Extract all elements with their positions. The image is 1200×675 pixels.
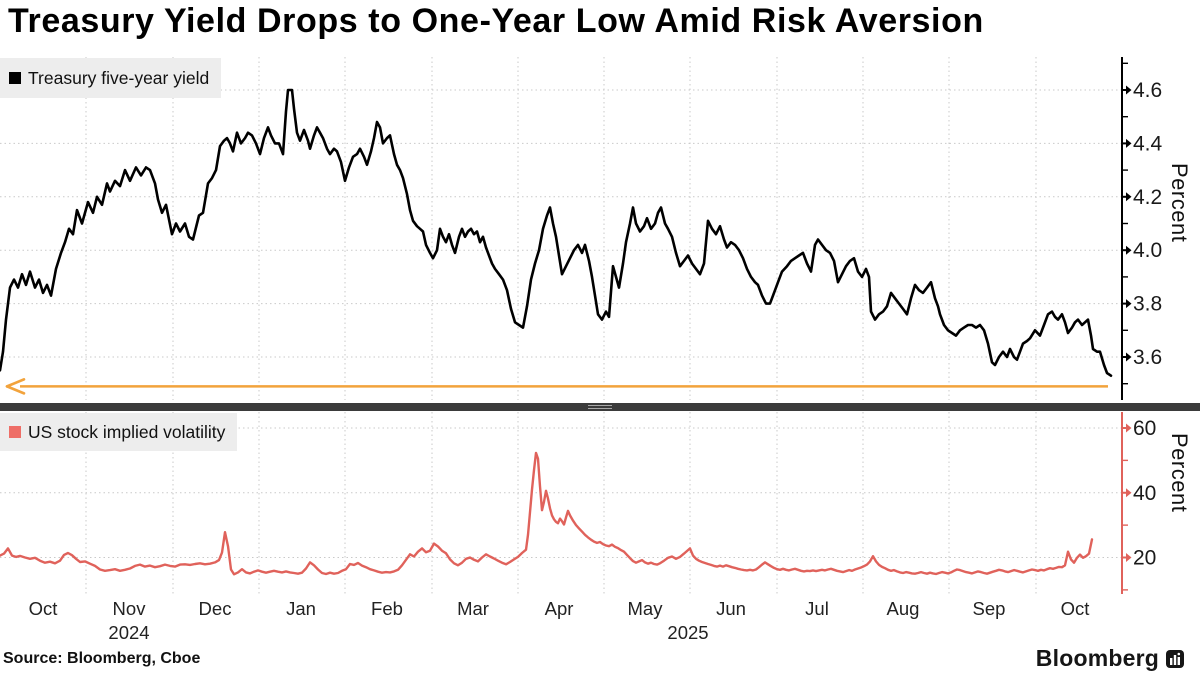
month-label: Mar — [457, 598, 489, 619]
panel-separator — [0, 403, 1200, 411]
y-tick-label: 4.2 — [1133, 186, 1162, 209]
gridlines — [0, 57, 1122, 400]
y-axis: 4.6 4.4 4.2 4.0 3.8 3.6 — [1121, 57, 1163, 400]
year-label: 2024 — [108, 622, 150, 643]
implied-volatility-line — [0, 451, 1094, 576]
one-year-low-arrow — [5, 378, 1108, 395]
gridlines — [0, 412, 1122, 594]
yield-axis-title: Percent — [1167, 163, 1192, 243]
vix-series-swatch-icon — [9, 426, 21, 438]
volatility-chart: 60 40 20 — [0, 412, 1156, 594]
legend-label: Treasury five-year yield — [28, 67, 210, 88]
vix-axis-title: Percent — [1167, 433, 1192, 513]
year-label: 2025 — [667, 622, 709, 643]
legend-label: US stock implied volatility — [28, 421, 226, 442]
month-label: Jul — [805, 598, 829, 619]
month-label: Jan — [286, 598, 316, 619]
month-label: Jun — [716, 598, 746, 619]
month-label: Aug — [886, 598, 920, 619]
month-label: May — [627, 598, 663, 619]
page-title: Treasury Yield Drops to One-Year Low Ami… — [8, 2, 984, 40]
y-tick-label: 4.6 — [1133, 79, 1162, 102]
y-tick-label: 4.0 — [1133, 239, 1162, 262]
month-label: Feb — [371, 598, 403, 619]
month-label: Nov — [112, 598, 146, 619]
yield-chart: 4.6 4.4 4.2 4.0 3.8 3.6 — [0, 57, 1163, 400]
y-tick-label: 3.6 — [1133, 346, 1162, 369]
y-tick-label: 4.4 — [1133, 132, 1163, 155]
month-label: Apr — [544, 598, 574, 619]
source-note: Source: Bloomberg, Cboe — [3, 650, 201, 667]
y-tick-label: 40 — [1133, 482, 1156, 505]
yield-series-swatch-icon — [9, 72, 21, 84]
y-tick-label: 3.8 — [1133, 293, 1162, 316]
month-label: Oct — [1060, 598, 1090, 619]
legend-treasury-yield: Treasury five-year yield — [0, 58, 222, 98]
legend-implied-volatility: US stock implied volatility — [0, 413, 238, 451]
bloomberg-wordmark: Bloomberg — [1035, 645, 1159, 671]
bloomberg-bars-icon — [1166, 649, 1184, 668]
treasury-yield-line — [0, 88, 1113, 378]
y-tick-label: 60 — [1133, 417, 1156, 440]
month-label: Dec — [198, 598, 232, 619]
month-label: Sep — [972, 598, 1006, 619]
bloomberg-logo: Bloomberg — [1036, 645, 1186, 672]
panel-resize-handle[interactable] — [588, 405, 612, 409]
y-tick-label: 20 — [1133, 547, 1156, 570]
y-axis: 60 40 20 — [1121, 412, 1156, 594]
month-label: Oct — [28, 598, 58, 619]
